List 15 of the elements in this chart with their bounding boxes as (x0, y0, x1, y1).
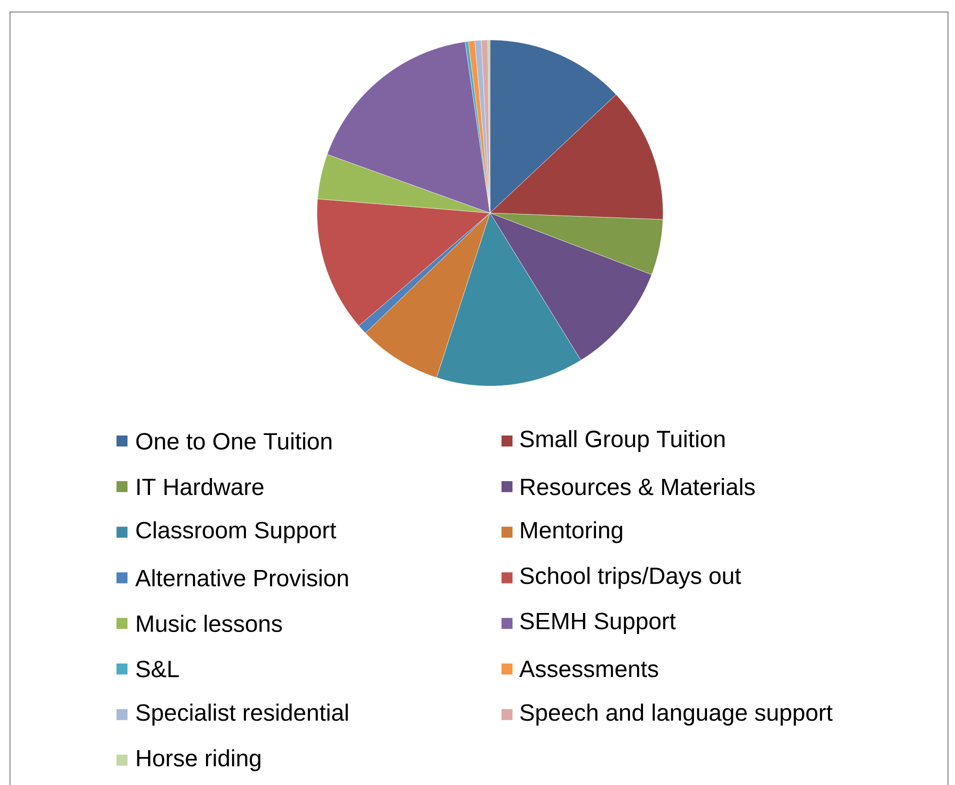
legend-label: Classroom Support (136, 521, 336, 544)
legend-label: IT Hardware (137, 478, 264, 496)
legend-label: Music lessons (137, 614, 282, 632)
legend-label: S&L (136, 660, 179, 678)
legend-label: Small Group Tuition (520, 430, 724, 452)
legend-label: Specialist residential (136, 704, 348, 726)
legend-label: School trips/Days out (520, 566, 742, 589)
legend-label: Speech and language support (520, 704, 833, 726)
legend-label: Horse riding (137, 749, 260, 772)
legend-label: Alternative Provision (135, 569, 348, 586)
legend-label: One to One Tuition (136, 432, 332, 450)
legend-label: Resources & Materials (521, 478, 755, 496)
legend-label: Assessments (519, 660, 658, 678)
legend-label: SEMH Support (520, 612, 676, 634)
legend-label: Mentoring (521, 521, 622, 544)
